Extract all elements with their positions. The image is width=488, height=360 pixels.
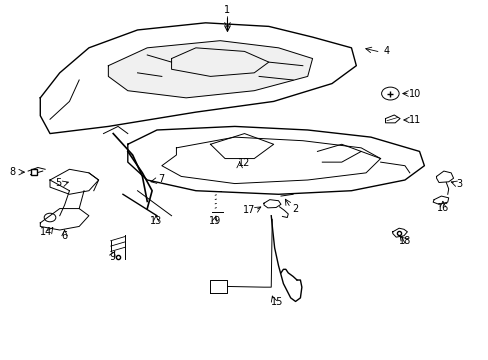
Text: 12: 12 <box>238 158 250 168</box>
Text: 14: 14 <box>40 227 52 237</box>
Text: 9: 9 <box>109 252 115 262</box>
Text: 4: 4 <box>383 46 389 56</box>
Text: 6: 6 <box>61 231 67 242</box>
Text: 5: 5 <box>56 178 62 188</box>
Polygon shape <box>432 196 448 204</box>
Text: 1: 1 <box>224 5 230 15</box>
Polygon shape <box>40 23 356 134</box>
Text: 11: 11 <box>407 115 420 125</box>
Polygon shape <box>50 169 99 194</box>
Polygon shape <box>127 126 424 194</box>
Text: 10: 10 <box>407 89 420 99</box>
Polygon shape <box>436 171 453 183</box>
Polygon shape <box>108 41 312 98</box>
Text: 2: 2 <box>292 204 298 214</box>
Text: 18: 18 <box>398 237 410 247</box>
Text: 8: 8 <box>9 167 15 177</box>
Text: 17: 17 <box>243 205 255 215</box>
Text: 15: 15 <box>271 297 283 307</box>
Text: 13: 13 <box>150 216 162 226</box>
Text: 3: 3 <box>455 179 462 189</box>
Polygon shape <box>210 280 227 293</box>
Polygon shape <box>264 200 281 208</box>
Polygon shape <box>40 208 89 230</box>
Text: 19: 19 <box>209 216 221 226</box>
Text: 16: 16 <box>436 203 448 213</box>
Text: 7: 7 <box>158 174 163 184</box>
